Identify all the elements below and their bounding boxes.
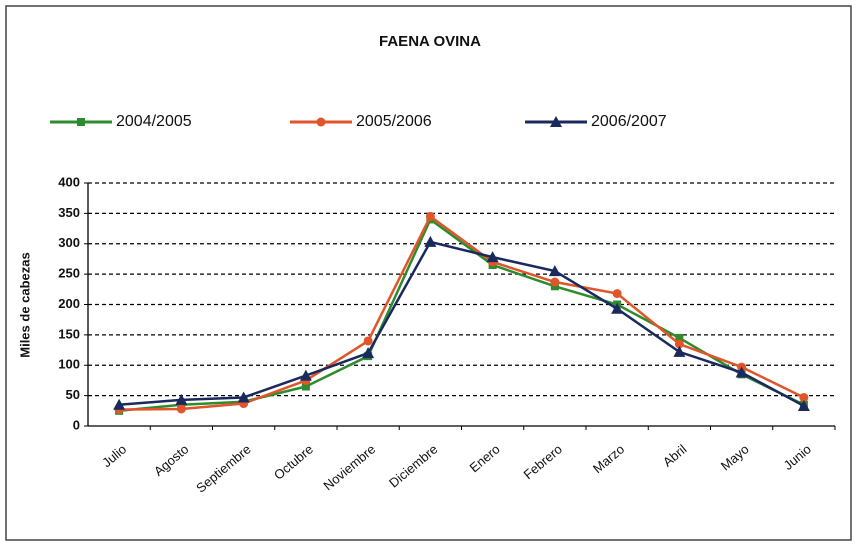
marker <box>425 211 435 221</box>
marker <box>486 251 499 263</box>
marker <box>611 302 624 314</box>
marker <box>316 117 326 127</box>
y-tick-label: 50 <box>66 387 80 402</box>
y-tick-label: 400 <box>58 174 80 189</box>
marker <box>362 347 375 359</box>
line <box>119 240 805 408</box>
marker <box>550 277 560 287</box>
y-axis-label: Miles de cabezas <box>17 252 32 358</box>
legend-label: 2004/2005 <box>116 113 192 130</box>
marker <box>548 265 561 277</box>
chart-title: FAENA OVINA <box>379 33 481 50</box>
y-tick-label: 0 <box>73 417 80 432</box>
y-tick-label: 350 <box>58 205 80 220</box>
marker <box>797 399 810 411</box>
legend-label: 2006/2007 <box>591 113 667 130</box>
frame <box>5 5 852 541</box>
marker <box>301 382 310 391</box>
marker <box>735 366 748 378</box>
marker <box>77 118 85 126</box>
legend-label: 2005/2006 <box>356 113 432 130</box>
line <box>119 217 805 413</box>
marker <box>799 392 809 402</box>
marker <box>176 404 186 414</box>
marker <box>299 369 312 381</box>
y-tick-label: 300 <box>58 235 80 250</box>
marker <box>612 289 622 299</box>
marker <box>424 235 437 247</box>
y-tick-label: 100 <box>58 357 80 372</box>
line <box>119 214 805 411</box>
marker <box>673 345 686 357</box>
y-tick-label: 250 <box>58 266 80 281</box>
marker <box>674 339 684 349</box>
marker <box>175 393 188 405</box>
marker <box>237 391 250 403</box>
marker <box>113 398 126 410</box>
y-tick-label: 200 <box>58 296 80 311</box>
marker <box>550 116 562 127</box>
marker <box>675 333 684 342</box>
marker <box>363 336 373 346</box>
y-tick-label: 150 <box>58 326 80 341</box>
